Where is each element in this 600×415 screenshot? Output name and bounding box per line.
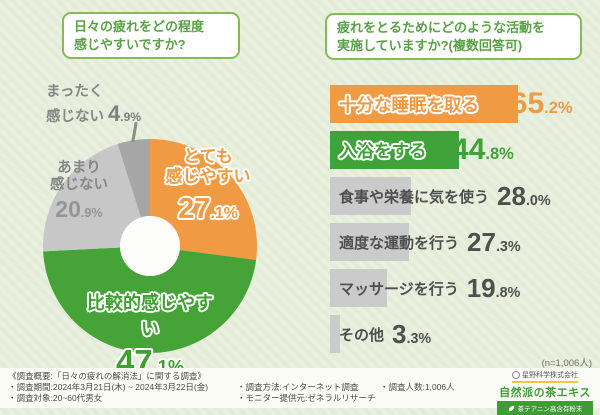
pie-label-not-much: あまり 感じない 20.9% — [44, 160, 114, 223]
company-name-text: 星野科学株式会社 — [522, 372, 578, 379]
footer-overview: 《調査概要:「日々の疲れの解消法」に関する調査》 — [8, 371, 206, 381]
question-box-fatigue-level: 日々の疲れをどの程度 感じやすいですか? — [62, 12, 240, 60]
bar-fill — [330, 223, 409, 261]
bar-label: 入浴をする — [339, 140, 427, 161]
bar-row-exercise: 適度な運動を行う 27.3% — [330, 223, 598, 261]
footer-period: ・調査期間:2024年3月21日(木) ~ 2024年3月22日(金) — [8, 382, 209, 392]
bar-row-bath: 入浴をする 44.8% — [330, 131, 598, 169]
company-name: 星野科学株式会社 — [512, 370, 578, 383]
question2-line1: 疲れをとるためにどのような活動を — [337, 20, 546, 35]
bar-value: 19.8% — [466, 272, 521, 303]
company-logo-icon — [512, 371, 520, 380]
pie-label-not-much-line1: あまり — [57, 160, 101, 176]
footer-monitor: ・モニター提供元:ゼネラルリサーチ — [237, 393, 376, 403]
bar-label: 十分な睡眠を取る — [339, 94, 479, 115]
pie-label-not-at-all-line1: まったく — [46, 84, 104, 100]
pie-label-very-line1: とても — [183, 147, 233, 166]
question1-line2: 感じやすいですか? — [74, 36, 186, 52]
fatigue-donut-chart — [43, 139, 257, 353]
company-logo-block: 星野科学株式会社 自然派の茶エキス 茶テアニン高含有粉末 — [497, 369, 593, 415]
bar-value: 27.3% — [467, 226, 521, 257]
pie-label-not-much-line2: 感じない — [50, 176, 108, 193]
pie-value-very: 27.1% — [178, 192, 238, 225]
leaf-icon — [508, 405, 514, 411]
question2-line2: 実施していますか?(複数回答可) — [337, 37, 523, 53]
question-box-activities: 疲れをとるためにどのような活動を 実施していますか?(複数回答可) — [325, 13, 582, 61]
bar-fill — [330, 315, 340, 353]
brand-name: 自然派の茶エキス — [499, 387, 591, 399]
pie-label-not-at-all-line2: 感じない — [46, 108, 104, 125]
pie-slice — [150, 139, 257, 261]
bar-row-other: その他 3.3% — [330, 315, 598, 353]
bar-fill — [330, 177, 411, 215]
pie-slice — [43, 144, 141, 252]
pie-label-very: とても 感じやすい 27.1% — [157, 147, 259, 227]
activities-bar-chart: 十分な睡眠を取る 65.2% 入浴をする 44.8% 食事や栄養に気を使う 28… — [330, 85, 598, 361]
footer-method: ・調査方法:インターネット調査 — [237, 382, 359, 392]
pie-label-relatively-line1: 比較的感じやすい — [87, 293, 213, 339]
survey-footer: 《調査概要:「日々の疲れの解消法」に関する調査》 ・調査期間:2024年3月21… — [0, 368, 600, 415]
pie-label-not-at-all: まったく 感じない 4.9% — [46, 84, 141, 126]
bar-fill — [330, 85, 518, 123]
bar-value: 3.3% — [392, 318, 432, 349]
pie-label-very-line2: 感じやすい — [165, 167, 251, 187]
product-band-text: 茶テアニン高含有粉末 — [517, 406, 583, 413]
donut-hole — [120, 216, 180, 276]
pie-slice — [43, 247, 257, 353]
footer-count: ・調査人数:1,006人 — [380, 382, 455, 392]
pie-slice — [117, 139, 150, 218]
sample-size-note: (n=1,006人) — [541, 358, 592, 369]
footer-target: ・調査対象:20~60代男女 — [8, 393, 103, 403]
bar-label: 食事や栄養に気を使う — [339, 188, 490, 206]
question1-line1: 日々の疲れをどの程度 — [74, 19, 205, 34]
bar-label: 適度な運動を行う — [339, 234, 460, 252]
bar-fill — [330, 269, 388, 307]
bar-row-diet: 食事や栄養に気を使う 28.0% — [330, 177, 598, 215]
bar-label: マッサージを行う — [339, 280, 459, 298]
bar-value: 28.0% — [497, 180, 551, 211]
product-band: 茶テアニン高含有粉末 — [497, 401, 593, 415]
bar-row-massage: マッサージを行う 19.8% — [330, 269, 598, 307]
bar-value: 65.2% — [510, 87, 573, 120]
pie-value-not-at-all: 4.9% — [108, 100, 142, 126]
bar-fill — [330, 131, 460, 169]
bar-row-sleep: 十分な睡眠を取る 65.2% — [330, 85, 598, 123]
bar-label: その他 — [339, 326, 385, 344]
bar-value: 44.8% — [452, 133, 514, 166]
pie-value-not-much: 20.9% — [55, 196, 103, 223]
